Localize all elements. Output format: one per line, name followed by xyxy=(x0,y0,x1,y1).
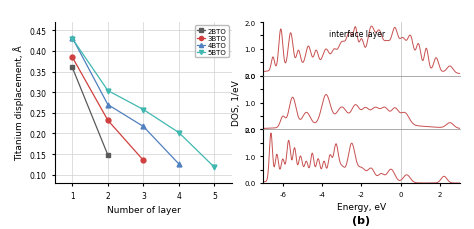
Line: 5BTO: 5BTO xyxy=(70,37,217,170)
X-axis label: Energy, eV: Energy, eV xyxy=(337,202,386,211)
Text: (b): (b) xyxy=(352,215,371,225)
3BTO xyxy=(105,119,111,122)
2BTO xyxy=(105,154,111,157)
4BTO xyxy=(176,163,182,166)
Text: interface layer: interface layer xyxy=(329,30,385,39)
Line: 3BTO: 3BTO xyxy=(70,55,146,163)
Text: (a): (a) xyxy=(135,228,152,229)
Y-axis label: Titanium displacement, Å: Titanium displacement, Å xyxy=(13,46,24,161)
3BTO xyxy=(140,159,146,162)
2BTO xyxy=(69,67,75,69)
5BTO xyxy=(105,90,111,93)
4BTO xyxy=(140,125,146,128)
Legend: 2BTO, 3BTO, 4BTO, 5BTO: 2BTO, 3BTO, 4BTO, 5BTO xyxy=(195,26,229,58)
5BTO xyxy=(140,109,146,112)
4BTO xyxy=(69,37,75,40)
X-axis label: Number of layer: Number of layer xyxy=(107,205,180,214)
5BTO xyxy=(176,132,182,134)
Line: 4BTO: 4BTO xyxy=(70,36,182,167)
Text: DOS, 1/eV: DOS, 1/eV xyxy=(233,80,241,126)
5BTO xyxy=(211,166,217,169)
Line: 2BTO: 2BTO xyxy=(70,66,110,158)
3BTO xyxy=(69,57,75,59)
4BTO xyxy=(105,104,111,106)
5BTO xyxy=(69,38,75,41)
